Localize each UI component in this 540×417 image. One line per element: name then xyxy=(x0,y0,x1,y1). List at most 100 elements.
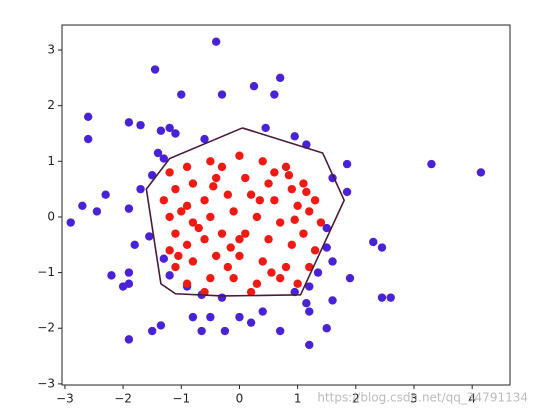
point xyxy=(156,126,166,135)
point xyxy=(78,201,87,211)
point xyxy=(267,268,276,277)
point xyxy=(249,82,259,91)
point xyxy=(159,196,169,205)
point xyxy=(252,212,262,222)
point xyxy=(217,293,227,302)
point xyxy=(156,321,166,330)
point xyxy=(165,271,174,280)
point xyxy=(206,273,215,283)
x-tick-label: 1 xyxy=(294,392,302,406)
point xyxy=(177,207,186,216)
point xyxy=(305,262,314,272)
point xyxy=(235,312,244,322)
point xyxy=(310,246,320,255)
point xyxy=(159,254,169,263)
point xyxy=(284,171,294,180)
x-tick-label: 2 xyxy=(352,392,360,406)
point xyxy=(264,235,273,244)
point xyxy=(171,229,180,238)
watermark: https://blog.csdn.net/qq_34791134 xyxy=(317,391,528,405)
point xyxy=(229,273,238,283)
point xyxy=(305,340,314,350)
point xyxy=(206,212,215,222)
point xyxy=(246,318,256,327)
point xyxy=(188,312,198,322)
point xyxy=(165,246,174,255)
point xyxy=(322,223,331,233)
point xyxy=(200,235,209,244)
point xyxy=(211,251,221,261)
point xyxy=(270,196,279,205)
y-tick-label: −1 xyxy=(37,265,55,279)
point xyxy=(124,335,134,344)
point xyxy=(342,159,352,169)
point xyxy=(258,307,267,316)
point xyxy=(255,196,265,205)
point xyxy=(369,237,378,247)
point xyxy=(302,299,311,308)
point xyxy=(209,182,218,191)
point xyxy=(270,90,279,99)
point xyxy=(316,218,326,227)
point xyxy=(270,168,279,177)
point xyxy=(261,123,270,133)
x-tick-label: 3 xyxy=(410,392,418,406)
point xyxy=(275,273,285,283)
point xyxy=(281,162,291,172)
point xyxy=(386,293,395,302)
point xyxy=(305,282,314,291)
point xyxy=(177,90,186,99)
point xyxy=(165,123,174,133)
point xyxy=(211,173,221,183)
point xyxy=(159,154,169,163)
y-tick-label: 1 xyxy=(47,154,55,168)
point xyxy=(200,134,209,144)
x-tick-label: −3 xyxy=(56,392,74,406)
point xyxy=(377,243,387,252)
point xyxy=(342,187,352,197)
point xyxy=(293,279,302,288)
point xyxy=(235,251,244,261)
point xyxy=(136,120,145,130)
point xyxy=(305,307,314,316)
point xyxy=(165,168,174,177)
point xyxy=(101,190,110,199)
point xyxy=(299,229,308,238)
point xyxy=(124,204,134,213)
point xyxy=(147,171,157,180)
point xyxy=(130,240,139,249)
point xyxy=(165,212,174,222)
point xyxy=(83,112,93,122)
point xyxy=(223,190,233,199)
point xyxy=(182,162,192,172)
y-tick-label: −2 xyxy=(37,321,55,335)
point xyxy=(220,326,230,336)
point xyxy=(235,151,244,160)
point xyxy=(258,157,267,166)
point xyxy=(275,73,285,83)
x-tick-label: 4 xyxy=(468,392,476,406)
x-tick-label: −2 xyxy=(114,392,132,406)
boundary-line xyxy=(145,127,346,297)
y-tick-label: −3 xyxy=(37,376,55,390)
point xyxy=(246,287,256,297)
point xyxy=(124,118,134,127)
plot-frame xyxy=(61,24,511,386)
point xyxy=(287,184,297,194)
point xyxy=(328,257,337,266)
point xyxy=(206,312,215,322)
point xyxy=(182,279,192,288)
point xyxy=(118,282,128,291)
point xyxy=(305,207,314,216)
point xyxy=(427,159,436,169)
point xyxy=(345,273,355,283)
point xyxy=(217,229,227,238)
point xyxy=(171,262,180,272)
x-tick-label: 0 xyxy=(236,392,244,406)
x-tick-label: −1 xyxy=(172,392,190,406)
point xyxy=(200,196,209,205)
point xyxy=(145,232,154,241)
point xyxy=(275,326,285,336)
point xyxy=(153,148,163,158)
